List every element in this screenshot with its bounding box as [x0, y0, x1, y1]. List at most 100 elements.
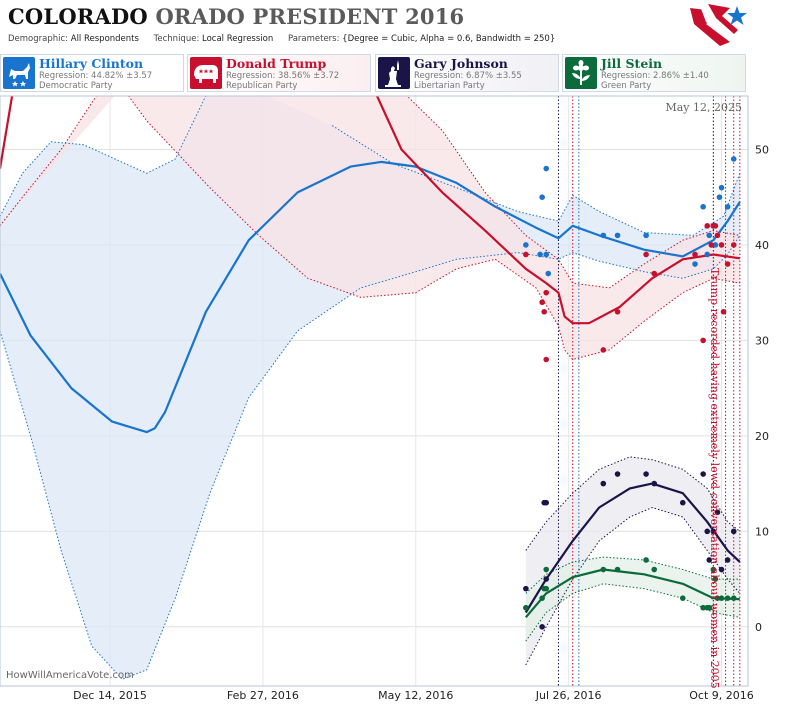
page-title: COLORADO ORADO PRESIDENT 2016 — [8, 4, 464, 29]
poll-point-stein — [543, 566, 550, 573]
plot-border — [0, 95, 749, 687]
poll-point-trump — [712, 223, 719, 229]
poll-point-trump — [543, 356, 550, 363]
poll-point-trump — [700, 337, 706, 344]
poll-point-stein — [718, 595, 725, 601]
y-tick-label: 40 — [755, 239, 769, 252]
legend-item-johnson[interactable]: Gary Johnson Regression: 6.87% ±3.55 Lib… — [375, 54, 559, 92]
poll-point-clinton — [712, 242, 719, 248]
poll-point-johnson — [523, 585, 529, 592]
demographic-value: All Respondents — [70, 34, 139, 44]
poll-point-stein — [614, 566, 621, 573]
poll-point-stein — [714, 595, 721, 601]
poll-point-clinton — [730, 156, 737, 162]
y-tick-label: 30 — [755, 334, 769, 347]
elephant-icon — [190, 57, 222, 89]
poll-point-trump — [651, 270, 658, 277]
poll-point-stein — [706, 604, 713, 611]
title-race: ORADO PRESIDENT 2016 — [155, 4, 465, 29]
site-logo[interactable] — [686, 2, 750, 50]
poll-point-clinton — [523, 242, 529, 248]
poll-point-johnson — [706, 557, 713, 563]
poll-point-johnson — [614, 471, 621, 477]
poll-point-stein — [651, 566, 658, 573]
donkey-icon — [3, 57, 35, 89]
poll-point-trump — [541, 308, 547, 315]
poll-point-trump — [724, 261, 731, 267]
y-tick-label: 50 — [755, 143, 769, 156]
y-tick-label: 0 — [755, 621, 762, 634]
trend-line-johnson — [524, 482, 741, 614]
poll-point-clinton — [700, 203, 706, 210]
poll-point-trump — [718, 242, 725, 248]
poll-point-stein — [724, 595, 731, 601]
band-trump — [0, 96, 740, 360]
upper-bound-clinton — [331, 125, 741, 236]
poll-point-trump — [523, 251, 529, 258]
poll-point-johnson — [600, 480, 607, 487]
poll-point-clinton — [543, 165, 550, 172]
legend-regression: Regression: 6.87% ±3.55 — [414, 71, 522, 81]
poll-point-stein — [712, 576, 719, 582]
poll-point-stein — [679, 595, 686, 601]
poll-point-clinton — [706, 232, 713, 239]
legend-name: Jill Stein — [601, 56, 663, 71]
poll-point-clinton — [545, 270, 552, 277]
poll-point-johnson — [679, 499, 686, 506]
legend-item-stein[interactable]: Jill Stein Regression: 2.86% ±1.40 Green… — [562, 54, 746, 92]
legend-item-trump[interactable]: Donald Trump Regression: 38.56% ±3.72 Re… — [187, 54, 371, 92]
x-tick-label: Dec 14, 2015 — [73, 689, 147, 702]
upper-bound-trump — [0, 96, 97, 227]
poll-point-trump — [643, 251, 649, 258]
poll-point-johnson — [718, 566, 725, 573]
x-tick-label: May 12, 2016 — [378, 689, 453, 702]
poll-point-stein — [643, 557, 649, 563]
y-axis-ticks: 0 10 20 30 40 50 — [755, 143, 769, 633]
demographic-label: Demographic: — [8, 34, 69, 44]
y-tick-label: 20 — [755, 430, 769, 443]
x-tick-label: Feb 27, 2016 — [227, 689, 299, 702]
poll-point-stein — [700, 604, 706, 611]
poll-point-clinton — [614, 232, 621, 239]
trend-line-clinton — [0, 160, 741, 434]
poll-point-trump — [539, 299, 545, 306]
poll-point-johnson — [730, 528, 737, 535]
flower-icon — [565, 57, 597, 89]
poll-point-clinton — [600, 232, 607, 239]
technique-value: Local Regression — [202, 34, 274, 44]
band-johnson — [525, 456, 740, 665]
legend-name: Hillary Clinton — [39, 56, 144, 71]
poll-point-clinton — [724, 203, 731, 210]
technique-label: Technique: — [153, 34, 200, 44]
poll-point-trump — [708, 242, 715, 248]
legend-regression: Regression: 38.56% ±3.72 — [226, 71, 340, 81]
liberty-statue-icon — [378, 57, 410, 89]
poll-point-trump — [692, 251, 698, 258]
confidence-bands — [0, 96, 740, 680]
poll-point-johnson — [710, 528, 717, 535]
poll-point-johnson — [539, 624, 545, 630]
event-lines — [557, 96, 741, 686]
trend-line-trump — [0, 96, 740, 325]
poll-point-clinton — [704, 251, 711, 258]
poll-point-johnson — [543, 576, 550, 582]
legend-party: Libertarian Party — [414, 81, 485, 91]
legend-regression: Regression: 2.86% ±1.40 — [601, 71, 709, 81]
poll-point-johnson — [704, 528, 711, 535]
x-tick-label: Oct 9, 2016 — [689, 689, 754, 702]
poll-point-stein — [543, 585, 550, 592]
band-clinton — [0, 96, 740, 680]
chart-parameters: Demographic: All Respondents Technique: … — [8, 34, 555, 44]
poll-point-trump — [720, 308, 727, 315]
trend-lines — [0, 96, 741, 619]
poll-point-stein — [539, 595, 545, 601]
title-state: COLORADO — [8, 4, 148, 29]
poll-point-clinton — [716, 194, 723, 200]
legend-item-clinton[interactable]: Hillary Clinton Regression: 44.82% ±3.57… — [0, 54, 184, 92]
trend-line-stein — [524, 568, 740, 619]
poll-point-stein — [523, 604, 529, 611]
poll-point-trump — [714, 232, 721, 239]
poll-point-stein — [710, 566, 717, 573]
poll-point-clinton — [543, 251, 550, 258]
poll-point-trump — [543, 289, 550, 296]
